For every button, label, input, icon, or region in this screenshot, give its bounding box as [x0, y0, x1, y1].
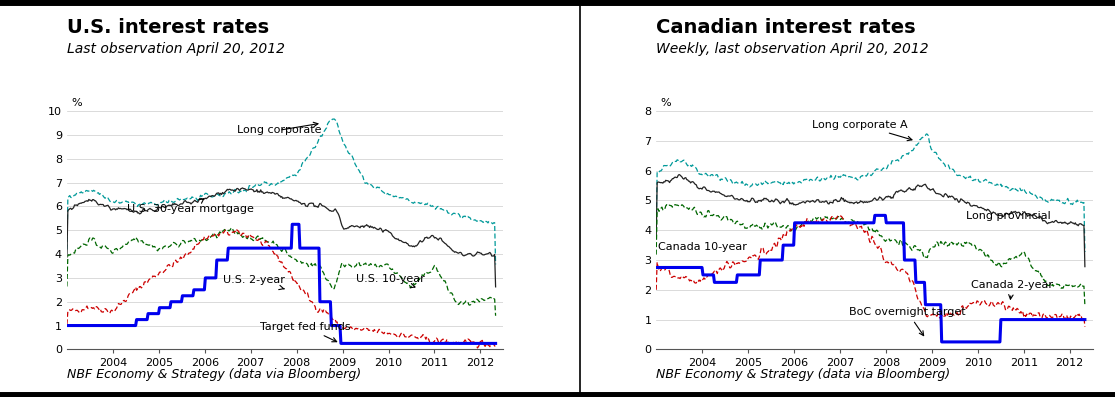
Text: %: % [71, 98, 83, 108]
Text: Last observation April 20, 2012: Last observation April 20, 2012 [67, 42, 285, 56]
Text: U.S. interest rates: U.S. interest rates [67, 18, 269, 37]
Text: Target fed funds: Target fed funds [260, 322, 350, 342]
Text: U.S. 2-year: U.S. 2-year [223, 275, 285, 290]
Text: NBF Economy & Strategy (data via Bloomberg): NBF Economy & Strategy (data via Bloombe… [657, 368, 950, 381]
Text: Canada 2-year: Canada 2-year [971, 280, 1053, 299]
Text: Long corporate: Long corporate [236, 122, 321, 135]
Text: U.S. 10-year: U.S. 10-year [357, 274, 425, 288]
Text: Canada 10-year: Canada 10-year [659, 242, 747, 252]
Text: Canadian interest rates: Canadian interest rates [657, 18, 915, 37]
Text: Weekly, last observation April 20, 2012: Weekly, last observation April 20, 2012 [657, 42, 929, 56]
Text: NBF Economy & Strategy (data via Bloomberg): NBF Economy & Strategy (data via Bloombe… [67, 368, 361, 381]
Text: Long corporate A: Long corporate A [813, 119, 912, 141]
Text: %: % [661, 98, 671, 108]
Text: BoC overnight target: BoC overnight target [850, 307, 966, 335]
Text: U.S. 30-year mortgage: U.S. 30-year mortgage [127, 199, 253, 214]
Text: Long provincial: Long provincial [967, 211, 1051, 221]
